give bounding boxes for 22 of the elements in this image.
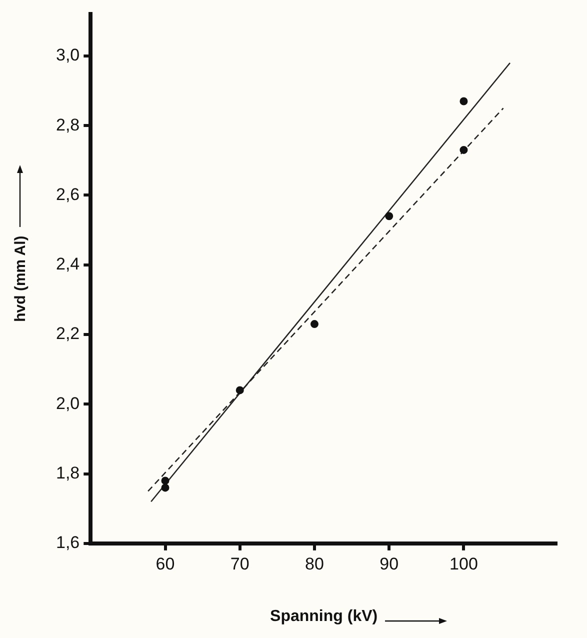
x-axis-title: Spanning (kV) <box>270 608 378 625</box>
y-tick-label: 2,0 <box>56 394 80 413</box>
y-tick-label: 2,4 <box>56 254 80 274</box>
y-tick-label: 3,0 <box>56 46 80 65</box>
y-axis-title: hvd (mm Al) <box>12 236 30 322</box>
point <box>460 97 468 106</box>
point <box>310 320 318 328</box>
y-tick-label: 2,6 <box>56 184 80 204</box>
point <box>385 212 394 220</box>
point <box>236 386 244 394</box>
x-tick-label: 70 <box>230 554 250 574</box>
x-tick-label: 60 <box>156 554 175 574</box>
x-tick-label: 80 <box>305 554 324 574</box>
y-tick-label: 2,2 <box>56 324 80 344</box>
y-tick-label: 2,8 <box>56 115 80 134</box>
x-tick-label: 100 <box>450 554 478 574</box>
point <box>161 476 170 485</box>
point <box>460 146 468 154</box>
y-tick-label: 1,6 <box>56 533 80 552</box>
point <box>161 484 170 492</box>
y-tick-label: 1,8 <box>56 463 80 482</box>
x-tick-label: 90 <box>380 554 399 574</box>
